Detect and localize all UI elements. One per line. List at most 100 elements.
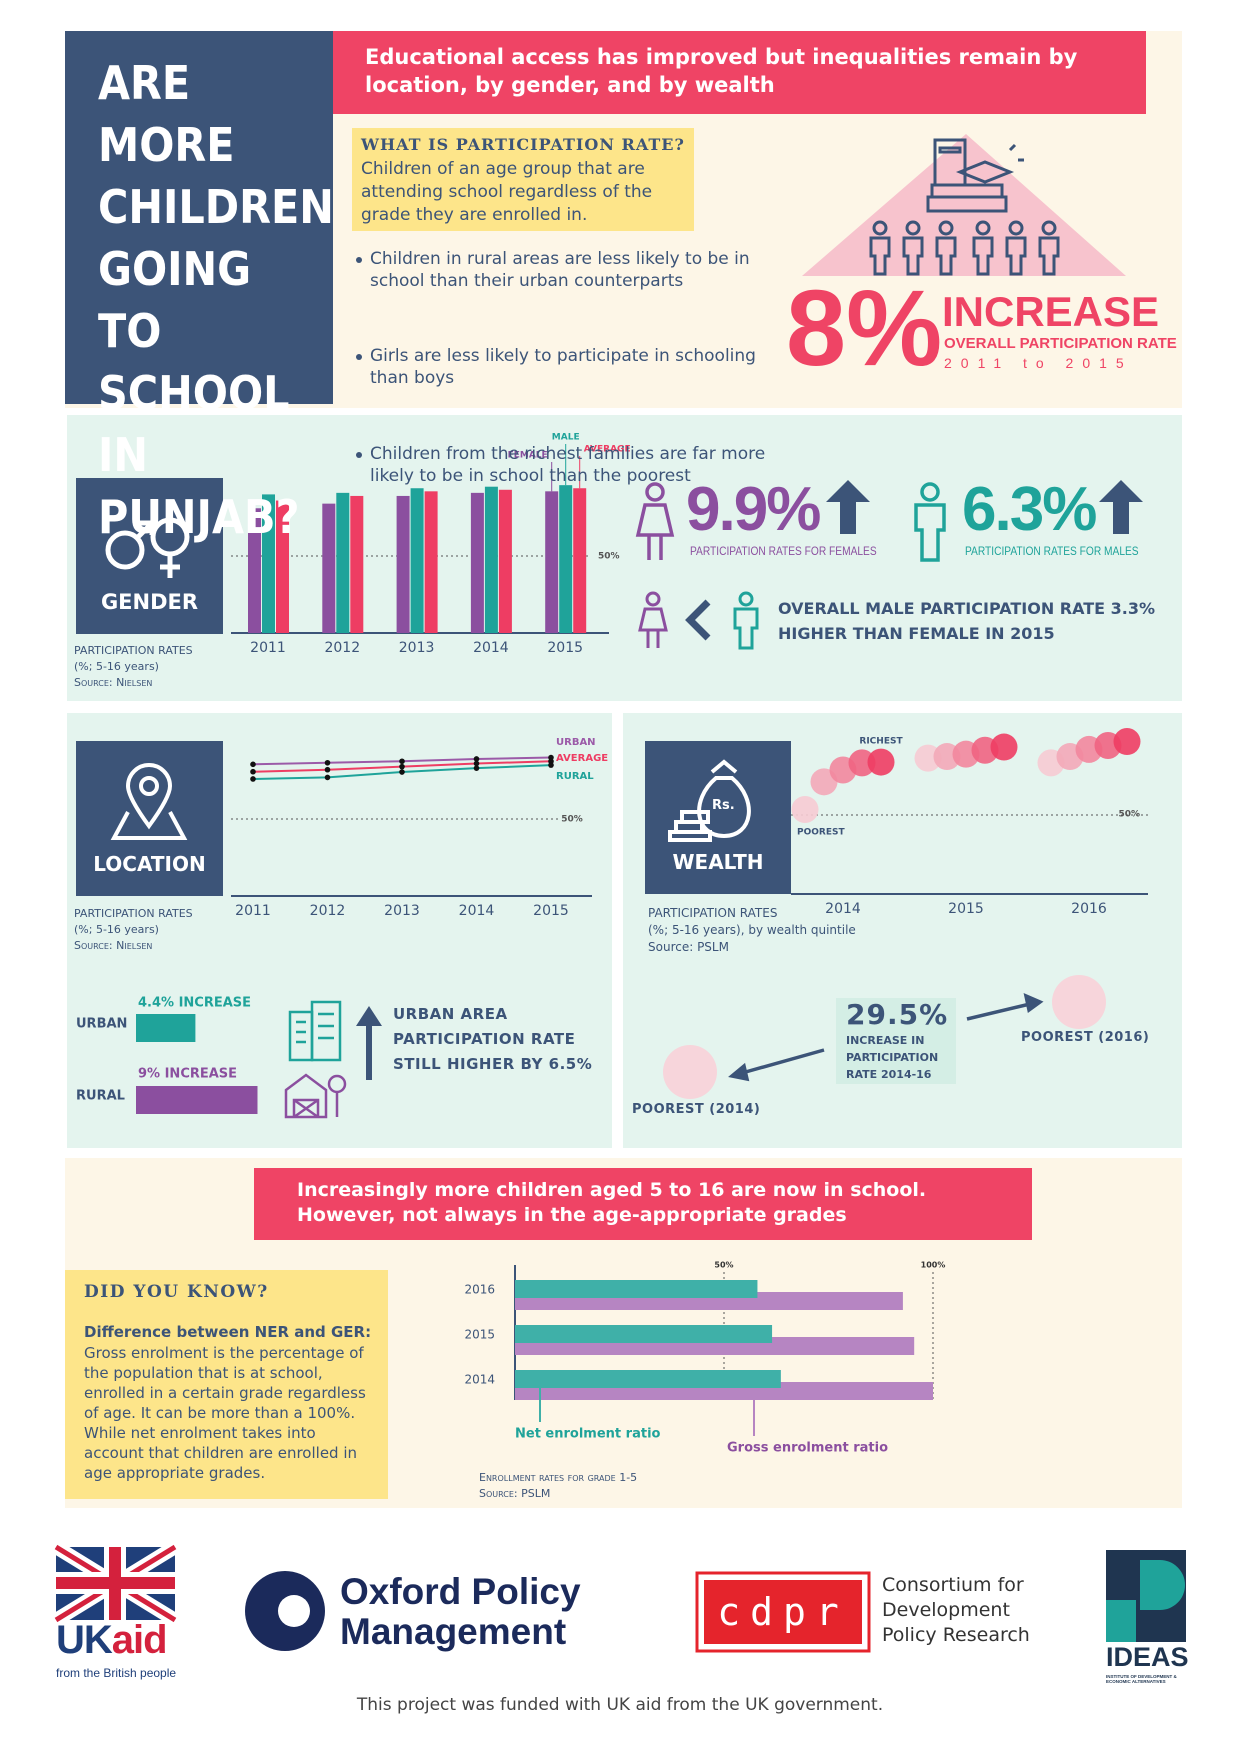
- x-tick-label: 2014: [473, 640, 509, 656]
- increase-label: 4.4% INCREASE: [138, 996, 251, 1011]
- source-line: Source: Nielsen: [74, 939, 153, 952]
- up-arrow: [826, 480, 870, 534]
- highlight-period: 2011 to 2015: [944, 355, 1133, 371]
- point: [324, 774, 331, 781]
- gender-comparison: OVERALL MALE PARTICIPATION RATE 3.3% HIG…: [778, 599, 1156, 643]
- x-tick-label: 2013: [384, 903, 420, 919]
- location-note: URBAN AREA PARTICIPATION RATE STILL HIGH…: [393, 1005, 593, 1073]
- reference-label: 50%: [598, 552, 620, 562]
- x-tick-label: 2011: [235, 903, 271, 919]
- female-stat-label: PARTICIPATION RATES FOR FEMALES: [690, 544, 877, 558]
- point: [473, 765, 480, 771]
- opm-name: Oxford Policy Management: [340, 1571, 581, 1652]
- point: [548, 758, 554, 765]
- x-tick-label: 50%: [714, 1261, 733, 1270]
- farm-icon: [284, 1073, 347, 1119]
- books-icon: [926, 138, 1024, 213]
- bar: [336, 492, 350, 633]
- source-line: Enrollment rates for grade 1-5: [479, 1471, 638, 1484]
- x-tick-label: 2012: [310, 903, 346, 919]
- increase-category: RURAL: [76, 1089, 125, 1104]
- wealth-icon-text: Rs.: [712, 798, 735, 813]
- series-label: AVERAGE: [556, 753, 608, 764]
- increase-bar: [136, 1014, 196, 1042]
- cdpr-name: Consortium for Development Policy Resear…: [882, 1574, 1030, 1646]
- increase-bar: [136, 1086, 258, 1114]
- x-tick-label: 2015: [547, 640, 583, 656]
- x-tick-label: 2016: [1071, 901, 1107, 917]
- increase-label: 9% INCREASE: [138, 1067, 237, 1082]
- poorest-2016-label: POOREST (2016): [1021, 1030, 1150, 1045]
- male-icon: [914, 482, 946, 562]
- point: [473, 756, 480, 762]
- enrolment-source: Enrollment rates for grade 1-5 Source: P…: [479, 1470, 637, 1502]
- series-label: FEMALE: [508, 451, 548, 461]
- highlight-value: 8%: [786, 267, 943, 388]
- series-label: URBAN: [556, 737, 596, 748]
- gender-source: PARTICIPATION RATES (%; 5-16 years) Sour…: [74, 643, 193, 691]
- location-source: PARTICIPATION RATES (%; 5-16 years) Sour…: [74, 906, 193, 954]
- bar: [410, 488, 424, 633]
- enrolment-banner-text: Increasingly more children aged 5 to 16 …: [297, 1179, 927, 1226]
- dot: [791, 795, 819, 823]
- x-tick-label: 2015: [533, 903, 569, 919]
- wealth-stat-label: INCREASE IN PARTICIPATION RATE 2014-16: [846, 1034, 939, 1081]
- point: [250, 768, 256, 775]
- increase-category: URBAN: [76, 1017, 127, 1032]
- opm-logo: [245, 1571, 325, 1651]
- female-icon: [638, 591, 668, 648]
- triangle: [802, 134, 1126, 276]
- did-you-know-heading: DID YOU KNOW?: [84, 1282, 269, 1302]
- uk: UK: [56, 1618, 113, 1662]
- series-label: MALE: [552, 433, 580, 443]
- dot: [867, 748, 895, 776]
- enrolment-banner: [254, 1168, 1032, 1240]
- point: [399, 769, 405, 775]
- wealth-icon: [668, 759, 751, 842]
- source-line: PARTICIPATION RATES: [648, 906, 778, 920]
- poorest-label: POOREST: [797, 828, 845, 838]
- x-tick-label: 100%: [921, 1261, 946, 1270]
- point: [399, 763, 405, 770]
- bar: [350, 495, 364, 633]
- location-icon: [110, 763, 188, 840]
- ideas-mark: IDEAS: [1106, 1642, 1189, 1672]
- bar: [276, 500, 289, 633]
- wealth-stat-box: [836, 998, 956, 1084]
- title: ARE MORE CHILDREN GOING TO SCHOOL IN PUN…: [98, 56, 334, 544]
- series-label: AVERAGE: [584, 445, 631, 455]
- bullet: Children in rural areas are less likely …: [354, 248, 770, 292]
- funding-note: This project was funded with UK aid from…: [356, 1695, 884, 1715]
- dot: [848, 749, 876, 777]
- source-line: PARTICIPATION RATES: [74, 644, 193, 657]
- source-line: Source: PSLM: [479, 1487, 551, 1500]
- richest-label: RICHEST: [859, 737, 903, 747]
- bar: [484, 486, 498, 633]
- bar: [515, 1325, 773, 1343]
- ideas-logo: [1106, 1550, 1186, 1642]
- bar: [573, 488, 587, 633]
- male-stat-label: PARTICIPATION RATES FOR MALES: [965, 544, 1139, 558]
- bar: [424, 491, 438, 633]
- y-tick-label: 2014: [464, 1373, 495, 1387]
- bar: [545, 491, 559, 633]
- bar: [396, 495, 410, 633]
- source-line: (%; 5-16 years): [74, 923, 159, 936]
- x-tick-label: 2014: [825, 901, 861, 917]
- point: [473, 760, 480, 767]
- male-stat-value: 6.3%: [962, 475, 1097, 544]
- x-tick-label: 2015: [948, 901, 984, 917]
- definition-text: Children of an age group that are attend…: [361, 159, 653, 225]
- source-line: (%; 5-16 years), by wealth quintile: [648, 923, 856, 937]
- source-line: Source: Nielsen: [74, 676, 153, 689]
- point: [548, 762, 554, 768]
- x-tick-label: 2014: [459, 903, 495, 919]
- x-tick-label: 2011: [250, 640, 286, 656]
- wealth-stat-value: 29.5%: [846, 998, 949, 1031]
- title-box: [65, 31, 333, 404]
- ideas-name: INSTITUTE OF DEVELOPMENT & ECONOMIC ALTE…: [1106, 1674, 1177, 1684]
- bullet: Girls are less likely to participate in …: [354, 345, 770, 389]
- gender-icon: [105, 517, 190, 578]
- dot: [990, 733, 1018, 761]
- location-heading: LOCATION: [93, 852, 206, 876]
